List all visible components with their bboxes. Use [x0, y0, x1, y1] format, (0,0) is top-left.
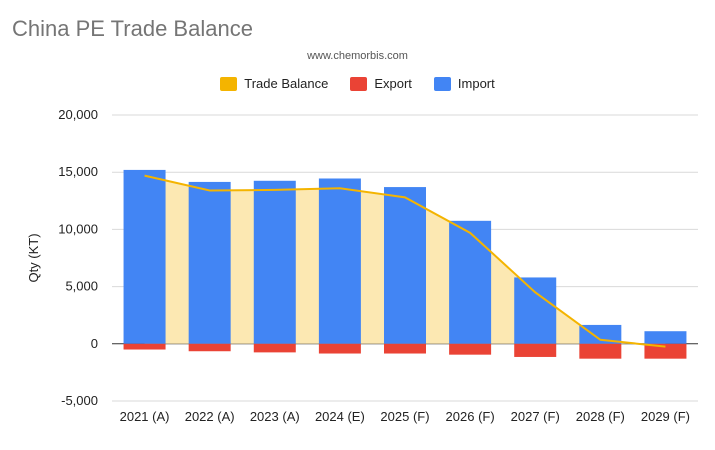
import-bar — [579, 324, 622, 344]
y-axis-ticks: -5,000 0 5,000 10,000 15,000 20,000 — [58, 107, 98, 408]
y-tick-label: 5,000 — [65, 279, 98, 294]
export-bar — [253, 343, 296, 353]
legend: Trade Balance Export Import — [0, 76, 715, 91]
x-tick-label: 2028 (F) — [576, 409, 625, 424]
import-bar — [514, 277, 557, 344]
import-bar — [253, 180, 296, 344]
export-bar — [579, 343, 622, 359]
import-bar — [318, 178, 361, 344]
legend-label-export: Export — [374, 76, 412, 91]
y-tick-label: 15,000 — [58, 164, 98, 179]
x-tick-label: 2022 (A) — [185, 409, 235, 424]
legend-label-import: Import — [457, 76, 495, 91]
legend-swatch-trade-balance — [220, 76, 238, 91]
x-tick-label: 2021 (A) — [120, 409, 170, 424]
export-bar — [514, 343, 557, 357]
x-tick-label: 2027 (F) — [511, 409, 560, 424]
trade-balance-polyline — [144, 174, 666, 348]
import-bar — [384, 187, 426, 344]
x-tick-label: 2026 (F) — [446, 409, 495, 424]
y-tick-label: 20,000 — [58, 107, 98, 122]
x-tick-label: 2023 (A) — [250, 409, 300, 424]
x-tick-label: 2024 (E) — [315, 409, 365, 424]
legend-item-trade-balance: Trade Balance — [220, 76, 328, 91]
x-tick-label: 2029 (F) — [641, 409, 690, 424]
y-tick-label: 0 — [91, 336, 98, 351]
export-bar — [449, 343, 492, 355]
trade-balance-line — [144, 174, 666, 348]
chart-title: China PE Trade Balance — [12, 16, 253, 41]
x-tick-label: 2025 (F) — [380, 409, 429, 424]
export-bar — [123, 343, 166, 350]
y-tick-label: -5,000 — [61, 393, 98, 408]
legend-swatch-export — [350, 76, 368, 91]
x-axis-ticks: 2021 (A) 2022 (A) 2023 (A) 2024 (E) 2025 (F)… — [120, 409, 690, 424]
export-bar — [188, 343, 231, 352]
legend-label-trade-balance: Trade Balance — [244, 76, 329, 91]
chart-subtitle: www.chemorbis.com — [307, 50, 408, 62]
legend-item-import: Import — [433, 76, 495, 91]
y-axis-label: Qty (KT) — [26, 233, 41, 282]
legend-swatch-import — [433, 76, 451, 91]
import-bar — [644, 331, 687, 344]
import-bar — [449, 220, 492, 344]
legend-item-export: Export — [350, 76, 412, 91]
export-bar — [644, 343, 687, 359]
import-bar — [188, 181, 231, 344]
export-bar — [318, 343, 361, 354]
bars — [123, 169, 687, 359]
export-bar — [384, 343, 426, 354]
y-tick-label: 10,000 — [58, 221, 98, 236]
import-bar — [123, 169, 166, 344]
